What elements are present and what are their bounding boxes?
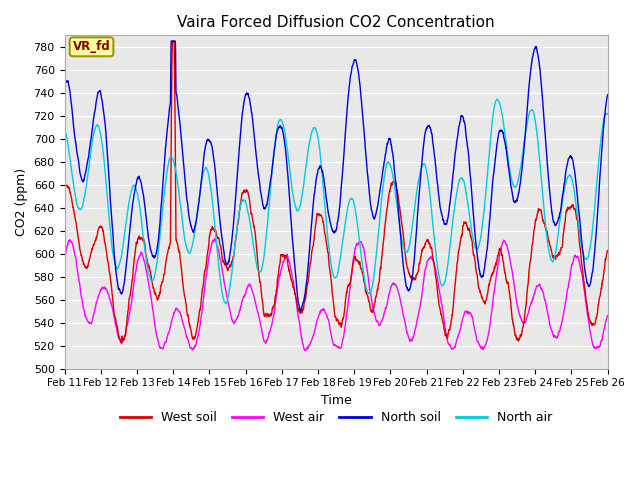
Legend: West soil, West air, North soil, North air: West soil, West air, North soil, North a… xyxy=(115,406,557,429)
Text: VR_fd: VR_fd xyxy=(73,40,111,53)
Title: Vaira Forced Diffusion CO2 Concentration: Vaira Forced Diffusion CO2 Concentration xyxy=(177,15,495,30)
Y-axis label: CO2 (ppm): CO2 (ppm) xyxy=(15,168,28,236)
X-axis label: Time: Time xyxy=(321,394,351,407)
